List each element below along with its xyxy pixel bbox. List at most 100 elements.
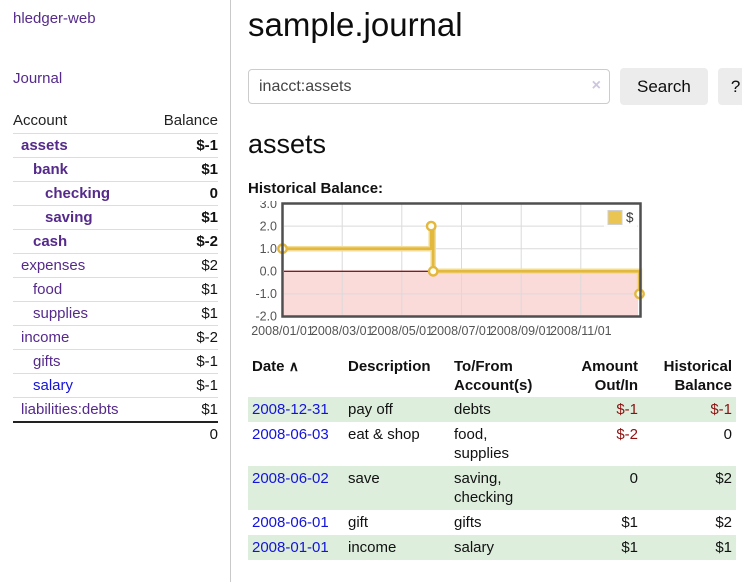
- svg-text:2008/07/01: 2008/07/01: [430, 324, 493, 338]
- historical-balance-chart: $ 3.0 2.0 1.0 0.0 -1.0 -2.0 2008/01/01 2…: [251, 201, 645, 338]
- legend-label: $: [626, 210, 634, 225]
- account-row: saving $1: [13, 205, 218, 230]
- transaction-date-link[interactable]: 2008-06-03: [252, 426, 329, 443]
- account-row: income $-2: [13, 325, 218, 350]
- transaction-date-link[interactable]: 2008-01-01: [252, 539, 329, 556]
- account-balance: $1: [201, 209, 218, 226]
- accounts-total-value: 0: [209, 426, 218, 443]
- app-title-link[interactable]: hledger-web: [13, 10, 96, 27]
- svg-text:-1.0: -1.0: [255, 287, 277, 301]
- transaction-amount: $1: [621, 539, 638, 556]
- register-row: 2008-12-31 pay off debts $-1 $-1: [248, 397, 736, 422]
- transaction-description: gift: [348, 514, 369, 531]
- transaction-accounts: debts: [454, 401, 491, 418]
- transaction-amount: 0: [629, 470, 638, 487]
- svg-text:-2.0: -2.0: [255, 310, 277, 324]
- account-link-income[interactable]: income: [21, 329, 70, 346]
- account-link-expenses[interactable]: expenses: [21, 257, 86, 274]
- register-table: Date ∧ Description To/From Account(s) Am…: [248, 355, 736, 560]
- account-balance: 0: [209, 185, 218, 202]
- account-link-salary[interactable]: salary: [33, 377, 74, 394]
- account-balance: $-1: [196, 353, 218, 370]
- chart-y-ticks: 3.0 2.0 1.0 0.0 -1.0 -2.0: [255, 201, 277, 324]
- legend-color-swatch: [607, 210, 623, 225]
- search-help-button[interactable]: ?: [717, 68, 742, 105]
- transaction-date-link[interactable]: 2008-06-02: [252, 470, 329, 487]
- accounts-header-account: Account: [13, 112, 68, 129]
- transaction-date-link[interactable]: 2008-06-01: [252, 514, 329, 531]
- search-form: × Search ?: [248, 68, 742, 105]
- clear-search-icon[interactable]: ×: [591, 77, 601, 94]
- account-row: assets $-1: [13, 133, 218, 158]
- chart-border: [281, 202, 642, 318]
- transaction-amount: $-1: [616, 401, 638, 418]
- transaction-description: income: [348, 539, 397, 556]
- account-balance: $1: [201, 305, 218, 322]
- transaction-balance: $2: [715, 514, 732, 531]
- svg-text:0.0: 0.0: [260, 265, 277, 279]
- account-row: expenses $2: [13, 253, 218, 278]
- account-balance: $1: [201, 161, 218, 178]
- register-header-accounts: To/From Account(s): [454, 358, 533, 394]
- sidebar-item-journal[interactable]: Journal: [13, 70, 63, 87]
- register-header-date[interactable]: Date ∧: [252, 358, 299, 375]
- account-link-food[interactable]: food: [33, 281, 63, 298]
- svg-text:1.0: 1.0: [260, 242, 277, 256]
- account-link-checking[interactable]: checking: [45, 185, 111, 202]
- svg-text:2.0: 2.0: [260, 220, 277, 234]
- account-balance: $1: [201, 401, 218, 418]
- account-balance: $-2: [196, 233, 218, 250]
- account-row: cash $-2: [13, 229, 218, 254]
- register-header-amount: Amount Out/In: [581, 358, 638, 394]
- transaction-date-link[interactable]: 2008-12-31: [252, 401, 329, 418]
- transaction-accounts: gifts: [454, 514, 482, 531]
- register-header-balance: Historical Balance: [663, 358, 732, 394]
- register-header-description: Description: [348, 358, 431, 375]
- transaction-balance: $-1: [710, 401, 732, 418]
- account-row: salary $-1: [13, 373, 218, 398]
- search-input[interactable]: [248, 69, 610, 104]
- transaction-accounts: saving, checking: [454, 470, 514, 506]
- account-row: checking 0: [13, 181, 218, 206]
- register-row: 2008-06-01 gift gifts $1 $2: [248, 510, 736, 535]
- account-link-saving[interactable]: saving: [45, 209, 93, 226]
- svg-text:2008/01/01: 2008/01/01: [251, 324, 314, 338]
- account-link-gifts[interactable]: gifts: [33, 353, 61, 370]
- account-link-cash[interactable]: cash: [33, 233, 68, 250]
- account-balance: $-1: [196, 137, 218, 154]
- account-balance: $-2: [196, 329, 218, 346]
- accounts-header-balance: Balance: [163, 112, 218, 129]
- account-link-supplies[interactable]: supplies: [33, 305, 89, 322]
- transaction-description: save: [348, 470, 380, 487]
- transaction-description: pay off: [348, 401, 393, 418]
- accounts-total-row: 0: [13, 422, 218, 446]
- svg-text:2008/09/01: 2008/09/01: [490, 324, 553, 338]
- register-header-row: Date ∧ Description To/From Account(s) Am…: [248, 355, 736, 397]
- transaction-accounts: food, supplies: [454, 426, 510, 462]
- account-row: food $1: [13, 277, 218, 302]
- account-row: liabilities:debts $1: [13, 397, 218, 423]
- account-row: bank $1: [13, 157, 218, 182]
- register-row: 2008-01-01 income salary $1 $1: [248, 535, 736, 560]
- account-link-bank[interactable]: bank: [33, 161, 69, 178]
- account-link-assets[interactable]: assets: [21, 137, 68, 154]
- svg-text:2008/03/01: 2008/03/01: [311, 324, 374, 338]
- sort-ascending-icon: ∧: [288, 358, 299, 374]
- svg-text:2008/11/01: 2008/11/01: [550, 324, 612, 338]
- account-balance: $2: [201, 257, 218, 274]
- chart-title: Historical Balance:: [248, 180, 384, 197]
- svg-text:3.0: 3.0: [260, 201, 277, 211]
- accounts-table: Account Balance assets $-1 bank $1 check…: [13, 109, 218, 446]
- account-balance: $1: [201, 281, 218, 298]
- account-link-liabilities-debts[interactable]: liabilities:debts: [21, 401, 119, 418]
- main-content: sample.journal × Search ? assets Histori…: [231, 0, 742, 582]
- transaction-amount: $-2: [616, 426, 638, 443]
- register-row: 2008-06-02 save saving, checking 0 $2: [248, 466, 736, 510]
- sidebar: hledger-web Journal Account Balance asse…: [0, 0, 231, 582]
- search-button[interactable]: Search: [620, 68, 708, 105]
- register-row: 2008-06-03 eat & shop food, supplies $-2…: [248, 422, 736, 466]
- transaction-description: eat & shop: [348, 426, 420, 443]
- chart-legend: $: [604, 207, 637, 228]
- svg-text:2008/05/01: 2008/05/01: [371, 324, 434, 338]
